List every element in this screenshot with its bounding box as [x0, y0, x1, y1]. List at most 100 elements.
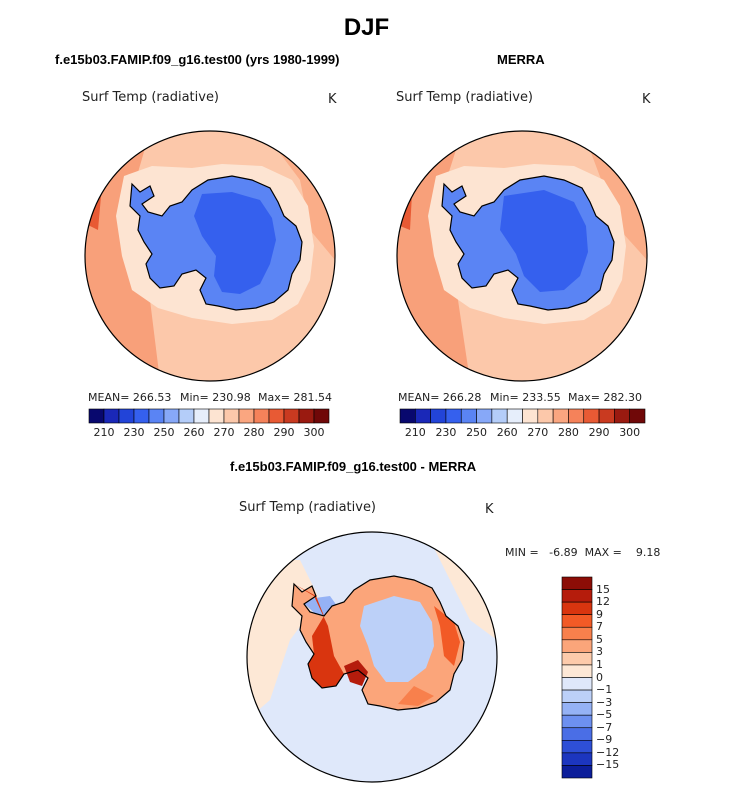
colorbar-swatch: [561, 614, 593, 628]
panel-2-units: K: [642, 92, 651, 107]
colorbar-tick-label: 1: [596, 657, 603, 671]
colorbar-swatch: [268, 408, 285, 424]
colorbar-swatch: [178, 408, 195, 424]
colorbar-swatch: [552, 408, 569, 424]
colorbar-swatch: [561, 689, 593, 703]
colorbar-tick-label: −3: [596, 695, 613, 709]
colorbar-tick-label: 260: [183, 426, 205, 439]
panel-3-colorbar: [561, 576, 593, 779]
colorbar-swatch: [298, 408, 315, 424]
panel-3-title: f.e15b03.FAMIP.f09_g16.test00 - MERRA: [230, 459, 477, 474]
colorbar-swatch: [103, 408, 120, 424]
colorbar-swatch: [460, 408, 477, 424]
colorbar-swatch: [445, 408, 462, 424]
colorbar-tick-label: 280: [243, 426, 265, 439]
colorbar-tick-label: 9: [596, 607, 603, 621]
colorbar-swatch: [561, 752, 593, 766]
colorbar-swatch: [537, 408, 554, 424]
colorbar-tick-label: 270: [527, 426, 549, 439]
colorbar-tick-label: 5: [596, 632, 603, 646]
colorbar-swatch: [561, 677, 593, 691]
colorbar-swatch: [283, 408, 300, 424]
colorbar-swatch: [193, 408, 210, 424]
colorbar-tick-label: −1: [596, 683, 613, 697]
panel-2-max: Max= 282.30: [568, 391, 642, 404]
colorbar-tick-label: −9: [596, 733, 613, 747]
colorbar-swatch: [133, 408, 150, 424]
colorbar-swatch: [561, 589, 593, 603]
colorbar-tick-label: −7: [596, 720, 613, 734]
colorbar-swatch: [561, 740, 593, 754]
colorbar-tick-label: 250: [466, 426, 488, 439]
colorbar-swatch: [561, 765, 593, 779]
colorbar-swatch: [163, 408, 180, 424]
panel-1-max: Max= 281.54: [258, 391, 332, 404]
panel-2-field-label: Surf Temp (radiative): [396, 90, 534, 105]
colorbar-swatch: [148, 408, 165, 424]
colorbar-tick-label: 300: [619, 426, 641, 439]
colorbar-tick-label: 290: [588, 426, 610, 439]
colorbar-swatch: [253, 408, 270, 424]
colorbar-swatch: [561, 576, 593, 590]
colorbar-tick-label: 260: [496, 426, 518, 439]
colorbar-tick-label: 290: [273, 426, 295, 439]
panel-2-map: [396, 130, 648, 382]
panel-1-field-label: Surf Temp (radiative): [82, 90, 220, 105]
colorbar-swatch: [568, 408, 585, 424]
panel-3-map: [246, 531, 498, 783]
colorbar-swatch: [561, 702, 593, 716]
colorbar-swatch: [561, 664, 593, 678]
colorbar-tick-label: 210: [93, 426, 115, 439]
colorbar-tick-label: 210: [404, 426, 426, 439]
colorbar-tick-label: 230: [123, 426, 145, 439]
panel-3-field-label: Surf Temp (radiative): [239, 500, 377, 515]
colorbar-tick-label: 230: [435, 426, 457, 439]
colorbar-tick-label: 300: [303, 426, 325, 439]
colorbar-tick-label: 250: [153, 426, 175, 439]
colorbar-swatch: [629, 408, 646, 424]
panel-3-minmax: MIN = -6.89 MAX = 9.18: [505, 546, 661, 559]
panel-1-map: [84, 130, 336, 382]
panel-2-title: MERRA: [497, 52, 545, 67]
colorbar-swatch: [430, 408, 447, 424]
colorbar-swatch: [561, 626, 593, 641]
colorbar-tick-label: −12: [596, 745, 620, 759]
colorbar-tick-label: 3: [596, 645, 603, 659]
colorbar-swatch: [561, 601, 593, 615]
colorbar-swatch: [561, 639, 593, 653]
figure-title: DJF: [343, 14, 390, 41]
colorbar-swatch: [415, 408, 431, 424]
panel-1-units: K: [328, 92, 337, 107]
colorbar-swatch: [118, 408, 135, 424]
colorbar-swatch: [476, 408, 493, 424]
colorbar-tick-label: 270: [213, 426, 235, 439]
colorbar-swatch: [522, 408, 539, 424]
colorbar-swatch: [614, 408, 630, 424]
colorbar-swatch: [223, 408, 240, 424]
panel-1-mean: MEAN= 266.53: [88, 391, 172, 404]
colorbar-tick-label: 15: [596, 582, 610, 596]
colorbar-swatch: [561, 652, 593, 666]
colorbar-tick-label: 0: [596, 670, 603, 684]
colorbar-swatch: [88, 408, 105, 424]
colorbar-tick-label: 280: [557, 426, 579, 439]
colorbar-swatch: [313, 408, 330, 424]
panel-3-units: K: [485, 502, 494, 517]
panel-2-mean: MEAN= 266.28: [398, 391, 482, 404]
panel-1-colorbar: [88, 408, 330, 424]
colorbar-swatch: [583, 408, 600, 424]
colorbar-swatch: [238, 408, 255, 424]
panel-1-title: f.e15b03.FAMIP.f09_g16.test00 (yrs 1980-…: [55, 52, 340, 67]
colorbar-swatch: [491, 408, 508, 424]
colorbar-swatch: [399, 408, 416, 424]
colorbar-tick-label: 12: [596, 595, 610, 609]
colorbar-swatch: [208, 408, 225, 424]
colorbar-tick-label: −5: [596, 708, 613, 722]
colorbar-tick-label: −15: [596, 758, 620, 772]
colorbar-swatch: [561, 727, 593, 741]
colorbar-swatch: [506, 408, 523, 424]
panel-1-min: Min= 230.98: [180, 391, 251, 404]
colorbar-swatch: [598, 408, 615, 424]
colorbar-tick-label: 7: [596, 620, 603, 634]
